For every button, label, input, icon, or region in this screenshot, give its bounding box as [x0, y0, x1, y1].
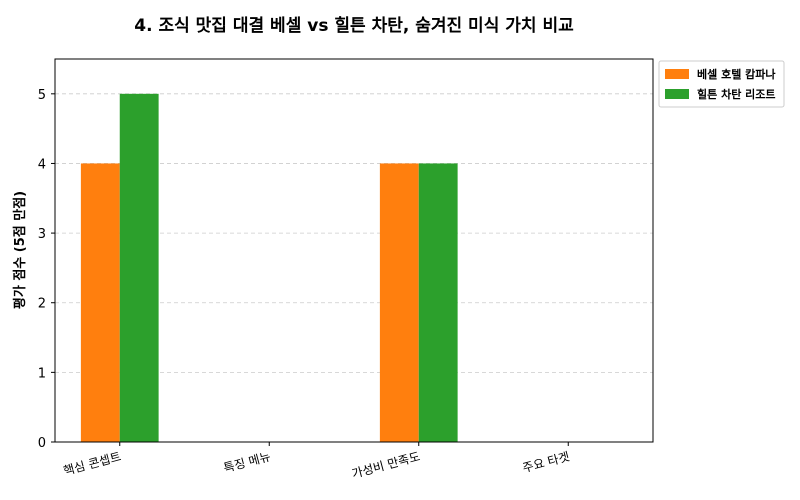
chart-title: 4. 조식 맛집 대결 베셀 vs 힐튼 차탄, 숨겨진 미식 가치 비교: [134, 15, 574, 36]
bar: [418, 163, 458, 443]
x-tick-label: 가성비 만족도: [350, 449, 421, 481]
y-axis-ticks: 0 1 2 3 4 5: [38, 88, 55, 451]
y-tick-label: 2: [38, 297, 46, 312]
y-tick-label: 0: [38, 436, 46, 451]
x-tick-label: 주요 타겟: [521, 449, 571, 475]
y-tick-label: 1: [38, 366, 46, 381]
legend-frame: [658, 60, 785, 108]
legend-swatch: [665, 89, 689, 99]
y-tick-label: 4: [38, 157, 46, 172]
x-tick-label: 특징 메뉴: [222, 449, 272, 475]
plot-area-frame: [54, 58, 654, 443]
bars: [80, 93, 458, 443]
y-axis-label: 평가 점수 (5점 만점): [12, 191, 28, 309]
x-axis-ticks: 핵심 콘셉트 특징 메뉴 가성비 만족도 주요 타겟: [62, 442, 571, 481]
x-tick-label: 핵심 콘셉트: [62, 449, 123, 478]
y-tick-label: 5: [38, 88, 46, 103]
bar: [119, 93, 159, 443]
bar: [379, 163, 419, 443]
bar: [80, 163, 120, 443]
legend-label: 베셀 호텔 캄파나: [697, 67, 776, 81]
y-tick-label: 3: [38, 227, 46, 242]
legend-swatch: [665, 69, 689, 79]
legend-label: 힐튼 차탄 리조트: [697, 87, 776, 101]
